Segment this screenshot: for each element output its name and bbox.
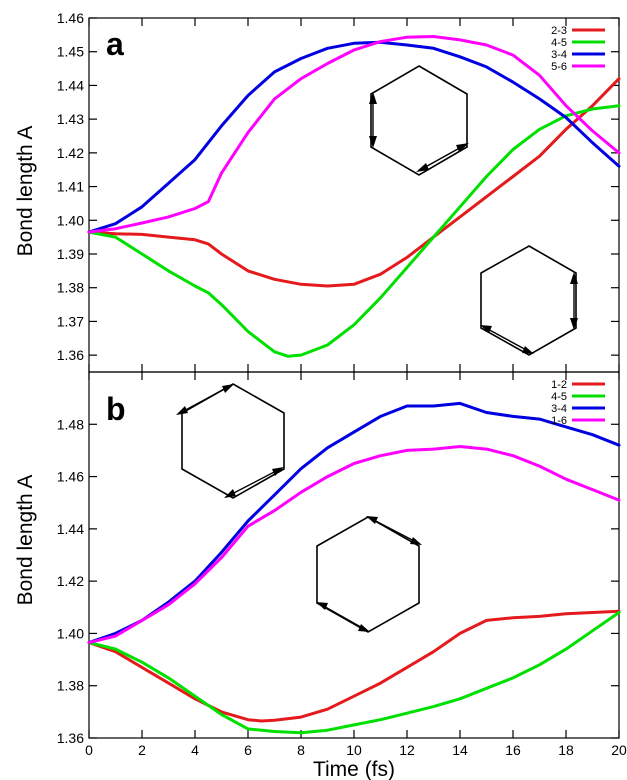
series-line-4-5 <box>87 611 621 735</box>
legend-label: 2-3 <box>551 25 567 37</box>
x-tick-label: 4 <box>191 742 199 758</box>
x-axis-title: Time (fs) <box>313 758 395 780</box>
panel-a-label: a <box>106 26 124 62</box>
y-tick-label: 1.42 <box>57 573 84 589</box>
legend-label: 5-6 <box>551 61 567 73</box>
panel-b-legend: 1-24-53-41-6 <box>551 379 605 427</box>
x-tick-label: 6 <box>244 742 252 758</box>
panel-a-y-axis-title: Bond length A <box>14 126 37 257</box>
y-tick-label: 1.44 <box>57 77 84 93</box>
y-tick-label: 1.36 <box>57 347 84 363</box>
panel-b-label: b <box>106 391 126 427</box>
series-line-1-2 <box>87 609 621 723</box>
y-tick-label: 1.39 <box>57 246 84 262</box>
y-tick-label: 1.38 <box>57 280 84 296</box>
y-tick-label: 1.36 <box>57 730 84 746</box>
panel-b: b Bond length A Time (fs) 1.361.381.401.… <box>14 371 627 780</box>
legend-label: 4-5 <box>551 391 567 403</box>
legend-label: 1-6 <box>551 415 567 427</box>
x-tick-label: 0 <box>85 742 93 758</box>
panel-b-y-axis-title: Bond length A <box>14 475 37 606</box>
series-line-1-6 <box>87 445 621 645</box>
panel-b-ticks: 1.36 1.38 1.40 1.42 1.44 1.46 1.48 0 2 4 6 8 10 12 14 1… <box>57 372 627 758</box>
x-tick-label: 10 <box>346 742 362 758</box>
panel-a-legend: 2-34-53-45-6 <box>551 25 605 73</box>
x-tick-label: 12 <box>399 742 415 758</box>
y-tick-label: 1.40 <box>57 625 84 641</box>
panel-b-hexagon-diagram-lower <box>316 516 422 633</box>
series-line-4-5 <box>87 104 621 358</box>
series-line-3-4 <box>87 401 621 645</box>
legend-label: 3-4 <box>551 403 567 415</box>
y-tick-label: 1.46 <box>57 10 84 26</box>
y-tick-label: 1.40 <box>57 212 84 228</box>
panel-a-ticks: 1.36 1.37 1.38 1.39 1.40 1.41 1.42 1.43 1.44 1.45… <box>57 10 620 372</box>
x-tick-label: 14 <box>452 742 468 758</box>
x-tick-label: 18 <box>558 742 574 758</box>
panel-a-hexagon-diagram-upper <box>369 65 469 176</box>
series-line-5-6 <box>87 35 621 234</box>
y-tick-label: 1.48 <box>57 416 84 432</box>
panel-a-frame <box>88 17 620 373</box>
x-tick-label: 20 <box>611 742 627 758</box>
panel-a-hexagon-diagram-lower <box>480 245 578 356</box>
panel-b-series <box>87 401 621 735</box>
y-tick-label: 1.43 <box>57 111 84 127</box>
x-tick-label: 16 <box>505 742 521 758</box>
legend-label: 1-2 <box>551 379 567 391</box>
y-tick-label: 1.41 <box>57 179 84 195</box>
panel-a-series <box>87 35 621 358</box>
y-tick-label: 1.38 <box>57 678 84 694</box>
panel-a: a Bond length A 1.36 1.37 1.38 1.39 1.40 1.41… <box>14 10 621 373</box>
series-line-3-4 <box>87 40 621 234</box>
y-tick-label: 1.46 <box>57 469 84 485</box>
legend-label: 3-4 <box>551 49 567 61</box>
y-tick-label: 1.37 <box>57 313 84 329</box>
y-tick-label: 1.42 <box>57 145 84 161</box>
legend-label: 4-5 <box>551 37 567 49</box>
y-tick-label: 1.44 <box>57 521 84 537</box>
series-line-2-3 <box>87 77 621 288</box>
panel-b-hexagon-diagram-upper <box>176 383 285 499</box>
x-tick-label: 8 <box>297 742 305 758</box>
y-tick-label: 1.45 <box>57 44 84 60</box>
x-tick-label: 2 <box>138 742 146 758</box>
